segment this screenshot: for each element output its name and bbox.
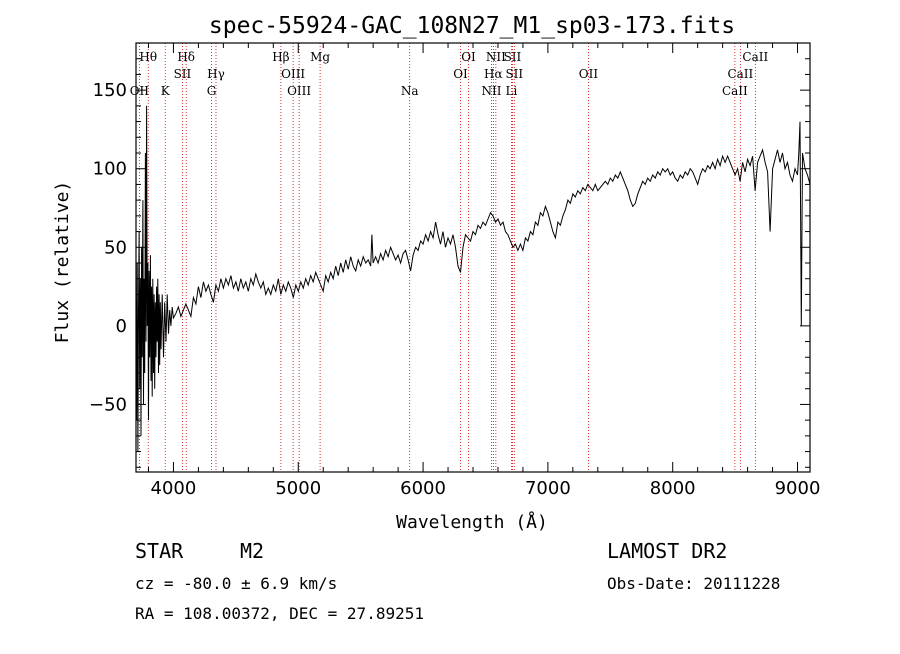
- x-axis-label: Wavelength (Å): [396, 511, 548, 533]
- x-tick-label-5: 9000: [775, 478, 821, 499]
- observation-date: Obs-Date: 20111228: [607, 574, 780, 593]
- line-label-17: SII: [504, 50, 522, 64]
- y-axis-label: Flux (relative): [52, 181, 73, 344]
- x-tick-label-3: 7000: [525, 478, 571, 499]
- line-label-5: Hγ: [207, 67, 225, 81]
- y-tick-label-1: 0: [116, 316, 127, 337]
- survey-name: LAMOST DR2: [607, 539, 727, 563]
- x-tick-label-0: 4000: [151, 478, 197, 499]
- x-tick-label-4: 8000: [650, 478, 696, 499]
- chart-title: spec-55924-GAC_108N27_M1_sp03-173.fits: [209, 13, 735, 39]
- line-label-16: NII: [481, 84, 501, 98]
- line-label-8: OIII: [281, 67, 305, 81]
- y-tick-label-3: 100: [93, 159, 127, 180]
- radial-velocity: cz = -80.0 ± 6.9 km/s: [135, 574, 337, 593]
- y-tick-label-0: −50: [89, 394, 127, 415]
- line-label-3: Hδ: [177, 50, 195, 64]
- line-label-2: K: [161, 84, 171, 98]
- line-label-19: Li: [506, 84, 518, 98]
- line-label-6: G: [207, 84, 217, 98]
- y-tick-label-4: 150: [93, 80, 127, 101]
- line-label-4: SII: [174, 67, 192, 81]
- object-subclass: M2: [240, 539, 264, 563]
- line-label-0: Hθ: [139, 50, 157, 64]
- line-label-1: OII: [130, 84, 150, 98]
- line-label-20: OII: [579, 67, 599, 81]
- y-axis-ticks: −50 0 50 100 150: [89, 42, 810, 468]
- spectral-line-labels: Hθ OII K Hδ SII Hγ G Hβ OIII OIII Mg Na OI OI NII Hα NII…: [130, 50, 769, 98]
- object-class: STAR: [135, 539, 184, 563]
- line-label-12: OI: [461, 50, 476, 64]
- line-label-10: Mg: [310, 50, 330, 64]
- line-label-21: CaII: [742, 50, 768, 64]
- line-label-22: CaII: [727, 67, 753, 81]
- line-label-15: Hα: [484, 67, 503, 81]
- line-label-14: NII: [486, 50, 506, 64]
- coordinates: RA = 108.00372, DEC = 27.89251: [135, 604, 424, 623]
- line-label-11: Na: [401, 84, 419, 98]
- plot-frame: [135, 42, 811, 473]
- y-tick-label-2: 50: [104, 237, 127, 258]
- line-label-9: OIII: [287, 84, 311, 98]
- line-label-23: CaII: [722, 84, 748, 98]
- spectrum-series: [135, 105, 811, 452]
- x-axis-ticks: 4000 5000 6000 7000 8000 9000: [147, 43, 821, 499]
- x-tick-label-1: 5000: [275, 478, 321, 499]
- line-label-7: Hβ: [272, 50, 289, 64]
- spectral-line-markers: [138, 43, 756, 472]
- line-label-13: OI: [453, 67, 468, 81]
- x-tick-label-2: 6000: [400, 478, 446, 499]
- line-label-18: SII: [505, 67, 523, 81]
